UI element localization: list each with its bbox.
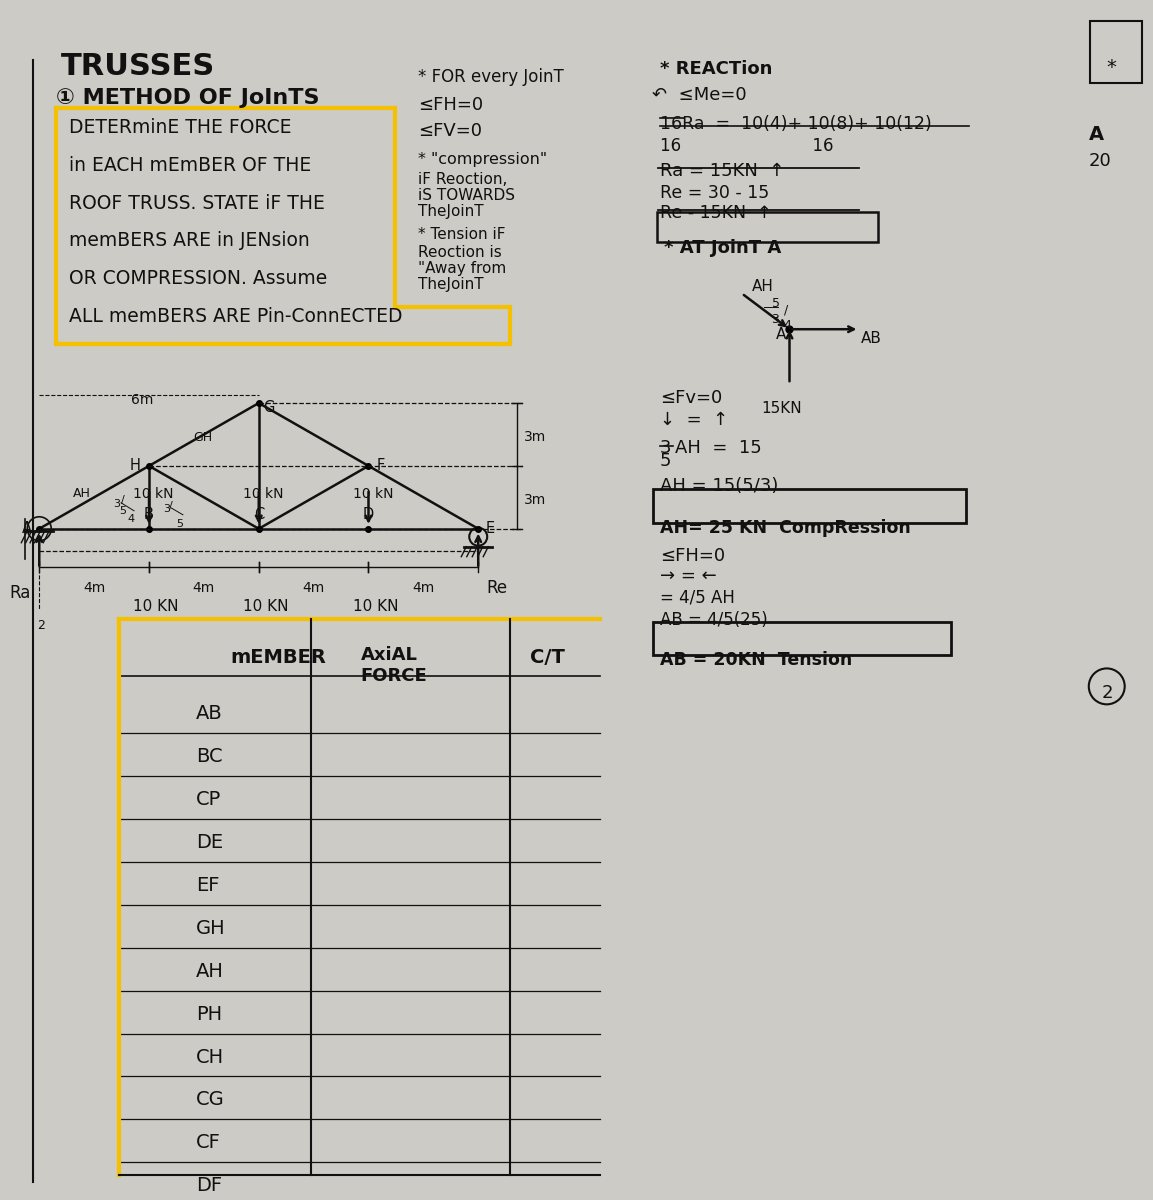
Text: CH: CH — [196, 1048, 224, 1067]
Text: TRUSSES: TRUSSES — [61, 52, 216, 80]
Text: 3m: 3m — [525, 493, 547, 506]
Text: TheJoinT: TheJoinT — [419, 204, 484, 218]
Text: * REACTion: * REACTion — [660, 60, 773, 78]
Text: 15KN: 15KN — [762, 401, 802, 416]
Text: 4m: 4m — [83, 581, 105, 595]
Text: /: / — [784, 304, 787, 317]
Text: /: / — [121, 494, 125, 505]
Text: ↶  ≤Me=0: ↶ ≤Me=0 — [651, 85, 746, 103]
Text: * Tension iF: * Tension iF — [419, 228, 506, 242]
Text: 5: 5 — [660, 452, 671, 470]
Text: AxiAL
FORCE: AxiAL FORCE — [361, 647, 428, 685]
Text: 10 kN: 10 kN — [133, 487, 174, 500]
Text: * FOR every JoinT: * FOR every JoinT — [419, 68, 564, 86]
Text: ≤FV=0: ≤FV=0 — [419, 121, 482, 139]
Text: AH = 15(5/3): AH = 15(5/3) — [660, 476, 778, 494]
Text: 16Ra  =  10(4)+ 10(8)+ 10(12): 16Ra = 10(4)+ 10(8)+ 10(12) — [660, 115, 932, 133]
Text: /: / — [169, 500, 173, 511]
Text: iS TOWARDS: iS TOWARDS — [419, 187, 515, 203]
Text: = 4/5 AH: = 4/5 AH — [660, 589, 734, 607]
Text: Re = 30 - 15: Re = 30 - 15 — [660, 184, 769, 202]
Text: 10 kN: 10 kN — [243, 487, 284, 500]
Text: H: H — [129, 458, 141, 473]
Text: C: C — [254, 508, 264, 522]
Text: 3: 3 — [660, 439, 671, 457]
Text: DF: DF — [196, 1176, 223, 1195]
Text: OR COMPRESSION. Assume: OR COMPRESSION. Assume — [69, 269, 327, 288]
Text: AB: AB — [861, 331, 882, 347]
Text: CF: CF — [196, 1133, 220, 1152]
Text: 3: 3 — [113, 499, 120, 509]
Text: ≤FH=0: ≤FH=0 — [419, 96, 483, 114]
Text: Re: Re — [487, 578, 507, 596]
Text: iF Reoction,: iF Reoction, — [419, 172, 507, 186]
Text: 10 KN: 10 KN — [243, 599, 288, 613]
Text: F: F — [376, 458, 385, 473]
Text: GH: GH — [193, 431, 212, 444]
Text: AB: AB — [196, 704, 223, 724]
Text: 4m: 4m — [413, 581, 435, 595]
Text: in EACH mEmBER OF THE: in EACH mEmBER OF THE — [69, 156, 311, 175]
Text: AH: AH — [752, 280, 774, 294]
Text: CP: CP — [196, 790, 221, 809]
Text: DE: DE — [196, 833, 223, 852]
Text: GH: GH — [196, 919, 226, 938]
Text: AH: AH — [196, 961, 224, 980]
Text: B: B — [144, 508, 155, 522]
Text: TheJoinT: TheJoinT — [419, 277, 484, 293]
Text: AH  =  15: AH = 15 — [675, 439, 761, 457]
Text: A: A — [776, 328, 786, 342]
Text: 4m: 4m — [193, 581, 214, 595]
Text: *: * — [1107, 58, 1116, 77]
Text: 3m: 3m — [525, 430, 547, 444]
Text: 3: 3 — [163, 504, 169, 514]
Text: 16                         16: 16 16 — [660, 137, 834, 155]
Text: CG: CG — [196, 1091, 225, 1110]
Text: AH: AH — [73, 487, 91, 500]
Text: D: D — [363, 508, 374, 522]
Text: PH: PH — [196, 1004, 223, 1024]
Text: 2: 2 — [37, 618, 45, 631]
Text: ↓  =  ↑: ↓ = ↑ — [660, 412, 728, 430]
Text: memBERS ARE in JENsion: memBERS ARE in JENsion — [69, 232, 310, 251]
Text: 10 KN: 10 KN — [133, 599, 179, 613]
Text: Reoction is: Reoction is — [419, 246, 502, 260]
Text: 4: 4 — [127, 514, 134, 523]
Text: * "compression": * "compression" — [419, 151, 548, 167]
Text: Re - 15KN  ↑: Re - 15KN ↑ — [660, 204, 771, 222]
Text: 3: 3 — [771, 313, 779, 326]
Text: 5: 5 — [119, 506, 126, 516]
Text: C/T: C/T — [530, 648, 565, 667]
Text: 5: 5 — [176, 518, 183, 529]
Text: BC: BC — [196, 748, 223, 767]
Text: AB = 20KN  Tension: AB = 20KN Tension — [660, 652, 852, 670]
Text: EF: EF — [196, 876, 219, 895]
Text: Ra = 15KN  ↑: Ra = 15KN ↑ — [660, 162, 784, 180]
Text: ≤FH=0: ≤FH=0 — [660, 547, 725, 565]
Text: A: A — [22, 521, 32, 536]
Text: 4: 4 — [784, 319, 791, 332]
Text: "Away from: "Away from — [419, 262, 506, 276]
Text: 10 kN: 10 kN — [353, 487, 393, 500]
Text: AH= 25 KN  CompRession: AH= 25 KN CompRession — [660, 518, 911, 536]
Text: 10 KN: 10 KN — [353, 599, 398, 613]
Text: ≤Fv=0: ≤Fv=0 — [660, 389, 722, 407]
Text: G: G — [263, 400, 274, 414]
Text: AB = 4/5(25): AB = 4/5(25) — [660, 611, 768, 629]
Text: mEMBER: mEMBER — [231, 648, 326, 667]
Text: * AT JoinT A: * AT JoinT A — [664, 240, 781, 258]
Text: DETERminE THE FORCE: DETERminE THE FORCE — [69, 118, 292, 137]
Text: ① METHOD OF JoInTS: ① METHOD OF JoInTS — [56, 88, 319, 108]
Text: 20: 20 — [1088, 151, 1111, 169]
Text: 6m: 6m — [131, 394, 153, 407]
Text: 2: 2 — [1102, 684, 1114, 702]
Text: ALL memBERS ARE Pin-ConnECTED: ALL memBERS ARE Pin-ConnECTED — [69, 307, 402, 326]
Text: → = ←: → = ← — [660, 566, 716, 584]
Text: 4m: 4m — [302, 581, 325, 595]
Text: A: A — [1088, 125, 1103, 144]
Text: Ra: Ra — [9, 583, 31, 601]
Text: E: E — [485, 521, 495, 536]
Text: ROOF TRUSS. STATE iF THE: ROOF TRUSS. STATE iF THE — [69, 193, 325, 212]
Text: 5: 5 — [771, 298, 779, 311]
